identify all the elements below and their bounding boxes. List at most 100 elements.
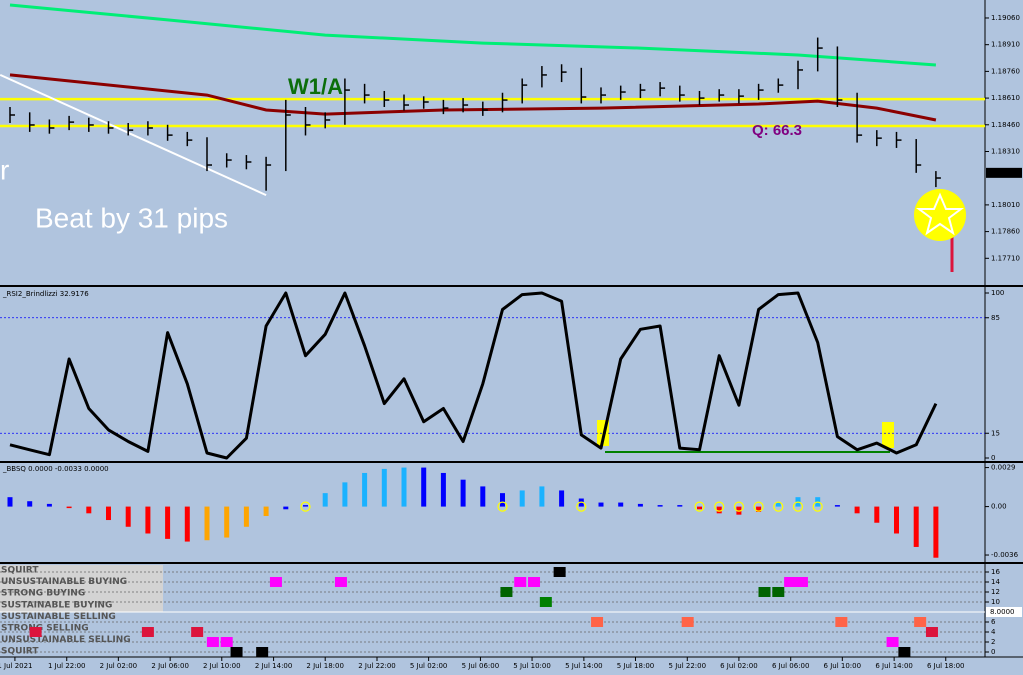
signal-square — [191, 627, 204, 637]
y-tick-label: 100 — [991, 289, 1004, 297]
signal-square — [230, 647, 243, 657]
x-tick-label: 5 Jul 14:00 — [565, 662, 603, 670]
y-tick-label: 12 — [991, 588, 1000, 596]
x-tick-label: 5 Jul 06:00 — [462, 662, 500, 670]
signal-square — [591, 617, 604, 627]
y-tick-label: 6 — [991, 618, 996, 626]
annotation: W1/A — [288, 74, 343, 99]
y-tick-label: 10 — [991, 598, 1000, 606]
squeeze-dot — [812, 501, 823, 512]
y-tick-label: 14 — [991, 578, 1000, 586]
histogram-bar — [322, 493, 328, 507]
row-label: SQUIRT — [1, 566, 39, 576]
annotation: Q: 66.3 — [752, 122, 802, 139]
x-tick-label: 2 Jul 10:00 — [203, 662, 241, 670]
x-tick-label: 6 Jul 18:00 — [927, 662, 965, 670]
histogram-bar — [342, 482, 348, 507]
rsi-line — [9, 291, 938, 460]
histogram-bar — [165, 506, 171, 539]
x-tick-label: 2 Jul 14:00 — [255, 662, 293, 670]
histogram-bar — [66, 506, 72, 509]
y-tick-label: 15 — [991, 429, 1000, 437]
y-tick-label: 1.18610 — [991, 94, 1020, 102]
histogram-bar — [657, 505, 663, 507]
gauge-box — [0, 565, 163, 612]
signal-square — [29, 627, 42, 637]
annotation: r — [0, 154, 9, 185]
row-label: SQUIRT — [1, 647, 39, 657]
x-tick-label: 5 Jul 10:00 — [513, 662, 551, 670]
x-tick-label: 2 Jul 02:00 — [100, 662, 138, 670]
signal-square — [334, 577, 347, 587]
histogram-bar — [7, 497, 13, 507]
signal-square — [553, 567, 566, 577]
y-tick-label: 1.17710 — [991, 254, 1020, 262]
y-tick-label: 16 — [991, 568, 1000, 576]
signal-square — [141, 627, 154, 637]
signal-square — [898, 647, 911, 657]
y-tick-label: 1.18760 — [991, 67, 1020, 75]
signal-square — [772, 587, 785, 597]
squeeze-dot — [792, 501, 804, 512]
x-tick-label: 6 Jul 14:00 — [875, 662, 913, 670]
x-tick-label: 6 Jul 06:00 — [772, 662, 810, 670]
histogram-bar — [874, 506, 880, 523]
x-tick-label: 2 Jul 06:00 — [151, 662, 189, 670]
squeeze-dot — [300, 501, 311, 512]
histogram-bar — [204, 506, 210, 541]
histogram-bar — [854, 506, 860, 514]
x-tick-label: 5 Jul 18:00 — [617, 662, 655, 670]
signal-square — [925, 627, 938, 637]
signal-star — [916, 192, 964, 236]
row-label: UNSUSTAINABLE SELLING — [1, 635, 131, 645]
x-tick-label: 5 Jul 02:00 — [410, 662, 448, 670]
y-tick-label: 0.00 — [991, 503, 1007, 511]
row-label: SUSTAINABLE SELLING — [1, 612, 116, 622]
signal-square — [514, 577, 527, 587]
y-tick-label: 1.18310 — [991, 147, 1020, 155]
x-tick-label: 2 Jul 18:00 — [306, 662, 344, 670]
signal-square — [835, 617, 848, 627]
current-box — [986, 167, 1022, 178]
signal-square — [886, 637, 899, 647]
x-tick-label: 6 Jul 10:00 — [824, 662, 862, 670]
y-tick-label: 1.18460 — [991, 121, 1020, 129]
histogram-bar — [184, 506, 190, 542]
x-tick-label: 6 Jul 02:00 — [720, 662, 758, 670]
y-tick-label: 2 — [991, 638, 995, 646]
signal-square — [220, 637, 233, 647]
histogram-bar — [756, 506, 762, 512]
squeeze-dot — [773, 501, 784, 512]
signal-square — [206, 637, 219, 647]
histogram-bar — [381, 468, 387, 507]
histogram-bar — [283, 506, 289, 510]
histogram-bar — [401, 467, 407, 507]
histogram-bar — [618, 502, 624, 507]
histogram-bar — [303, 505, 308, 507]
current-label: 1.18190 — [990, 169, 1019, 177]
histogram-bar — [775, 502, 781, 507]
histogram-bar — [519, 490, 525, 507]
histogram-bar — [224, 506, 230, 538]
y-tick-label: 0.0029 — [991, 464, 1016, 472]
histogram-bar — [539, 486, 545, 507]
plot-layer: 1.19060 1.18910 1.18760 1.18610 1.18460 1.183… — [0, 3, 1022, 670]
histogram-bar — [27, 501, 33, 507]
squeeze-dot — [753, 501, 764, 512]
annotation: Beat by 31 pips — [35, 202, 228, 233]
histogram-bar — [440, 472, 446, 507]
current-label: 8.0000 — [990, 608, 1015, 616]
signal-square — [256, 647, 269, 657]
histogram-bar — [480, 486, 486, 507]
signal-square — [681, 617, 694, 627]
y-tick-label: -0.0036 — [991, 551, 1019, 559]
squeeze-dot — [576, 501, 587, 512]
histogram-bar — [460, 479, 466, 507]
row-label: SUSTAINABLE BUYING — [1, 600, 112, 610]
y-tick-label: 1.18010 — [991, 201, 1020, 209]
y-tick-label: 1.18910 — [991, 41, 1020, 49]
histogram-bar — [145, 506, 151, 534]
squeeze-dot — [714, 501, 725, 512]
signal-square — [528, 577, 541, 587]
histogram-bar — [500, 493, 505, 507]
